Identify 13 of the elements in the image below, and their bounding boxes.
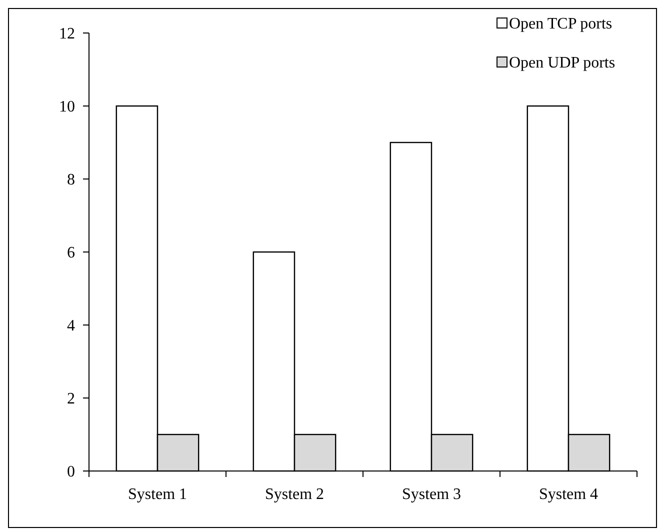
y-tick-label: 2 xyxy=(67,390,75,408)
legend-label: Open UDP ports xyxy=(509,54,616,72)
y-tick-label: 10 xyxy=(59,98,75,116)
y-tick-label: 4 xyxy=(67,318,75,335)
y-tick-label: 0 xyxy=(67,464,75,481)
y-tick-label: 8 xyxy=(67,172,75,189)
x-tick-label: System 4 xyxy=(538,486,598,503)
y-tick-label: 12 xyxy=(59,26,75,43)
x-tick-label: System 2 xyxy=(264,486,324,503)
x-tick-label: System 3 xyxy=(402,486,462,503)
x-tick-label: System 1 xyxy=(128,486,188,503)
legend-label: Open TCP ports xyxy=(509,16,612,33)
y-tick-label: 6 xyxy=(67,244,75,262)
